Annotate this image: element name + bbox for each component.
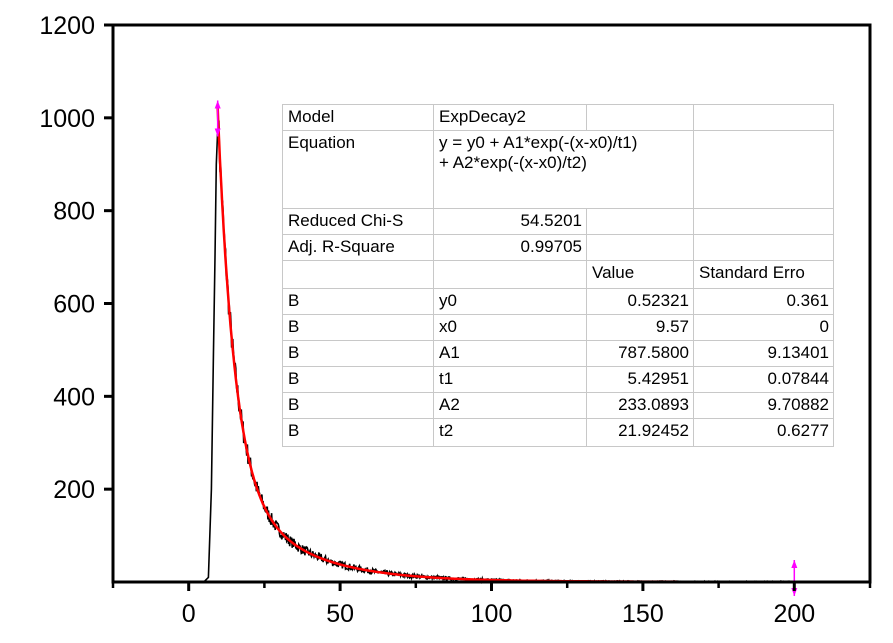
axes: 0 50 100 150 200 200 400 600 800 1000 1200: [39, 12, 872, 628]
equation-line: y = y0 + A1*exp(-(x-x0)/t1): [439, 133, 638, 152]
value-cell: 787.5800: [586, 340, 694, 367]
y-tick-label: 400: [53, 383, 95, 411]
equation-value: y = y0 + A1*exp(-(x-x0)/t1) + A2*exp(-(x-…: [433, 130, 694, 209]
param-cell: A2: [433, 392, 587, 419]
y-tick-label: 200: [53, 476, 95, 504]
chi-label: Reduced Chi-S: [282, 208, 434, 235]
error-cell: 0.6277: [693, 418, 834, 447]
y-tick-label: 1000: [39, 105, 95, 133]
equation-label: Equation: [282, 130, 434, 209]
x-tick-label: 150: [622, 600, 664, 628]
dataset-cell: B: [282, 314, 434, 341]
y-tick-label: 1200: [39, 12, 95, 40]
table-row: Model ExpDecay2: [282, 104, 834, 131]
param-cell: x0: [433, 314, 587, 341]
y-tick-label: 600: [53, 291, 95, 319]
error-cell: 9.70882: [693, 392, 834, 419]
chi-value: 54.5201: [433, 208, 587, 235]
r2-label: Adj. R-Square: [282, 234, 434, 261]
fit-results-table: Model ExpDecay2 Equation y = y0 + A1*exp…: [282, 104, 834, 447]
value-cell: 21.92452: [586, 418, 694, 447]
param-cell: t1: [433, 366, 587, 393]
x-tick-label: 50: [326, 600, 354, 628]
y-tick-label: 800: [53, 198, 95, 226]
value-cell: 233.0893: [586, 392, 694, 419]
error-cell: 0.361: [693, 288, 834, 315]
dataset-cell: B: [282, 392, 434, 419]
param-cell: t2: [433, 418, 587, 447]
dataset-cell: B: [282, 366, 434, 393]
fit-range-marker: [214, 100, 221, 137]
value-cell: 5.42951: [586, 366, 694, 393]
table-row: Adj. R-Square 0.99705: [282, 234, 834, 261]
param-cell: y0: [433, 288, 587, 315]
error-cell: 9.13401: [693, 340, 834, 367]
error-cell: 0.07844: [693, 366, 834, 393]
table-header-row: Value Standard Erro: [282, 260, 834, 289]
x-tick-label: 0: [182, 600, 196, 628]
param-cell: A1: [433, 340, 587, 367]
table-row: B A1 787.5800 9.13401: [282, 340, 834, 367]
error-header: Standard Erro: [693, 260, 834, 289]
dataset-cell: B: [282, 418, 434, 447]
value-cell: 9.57: [586, 314, 694, 341]
error-cell: 0: [693, 314, 834, 341]
dataset-cell: B: [282, 340, 434, 367]
x-tick-label: 100: [471, 600, 513, 628]
model-value: ExpDecay2: [433, 104, 587, 131]
table-row: B A2 233.0893 9.70882: [282, 392, 834, 419]
dataset-cell: B: [282, 288, 434, 315]
r2-value: 0.99705: [433, 234, 587, 261]
table-row: Reduced Chi-S 54.5201: [282, 208, 834, 235]
value-cell: 0.52321: [586, 288, 694, 315]
x-tick-label: 200: [773, 600, 815, 628]
value-header: Value: [586, 260, 694, 289]
table-row: Equation y = y0 + A1*exp(-(x-x0)/t1) + A2…: [282, 130, 834, 209]
equation-line: + A2*exp(-(x-x0)/t2): [439, 153, 587, 172]
model-label: Model: [282, 104, 434, 131]
